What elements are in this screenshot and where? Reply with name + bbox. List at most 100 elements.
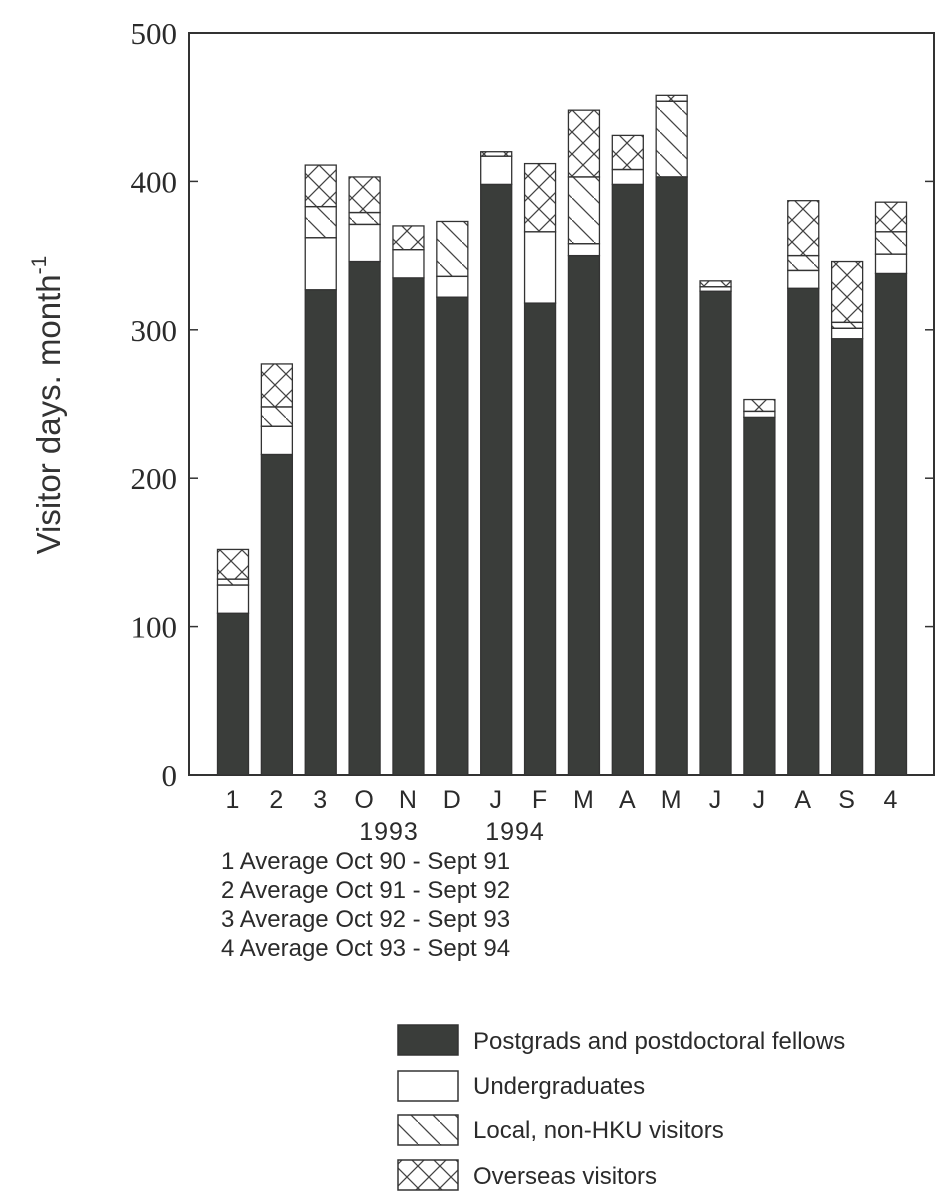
bar-segment-series-3 bbox=[216, 548, 250, 580]
note-1: 1 Average Oct 90 - Sept 91 bbox=[221, 848, 510, 875]
bar-segment-series-2 bbox=[216, 578, 250, 586]
bar-segment-series-3 bbox=[611, 134, 644, 171]
bar-segment-series-2 bbox=[655, 100, 688, 178]
bar-segment-series-3 bbox=[348, 176, 381, 214]
bar-segment-series-0 bbox=[874, 272, 908, 776]
legend-label-undergraduates: Undergraduates bbox=[473, 1073, 645, 1100]
bar-segment-series-2 bbox=[567, 176, 601, 245]
note-2: 2 Average Oct 91 - Sept 92 bbox=[221, 877, 510, 904]
y-axis-label: Visitor days. month-1 bbox=[28, 256, 67, 555]
note-3: 3 Average Oct 92 - Sept 93 bbox=[221, 906, 510, 933]
bar-segment-series-1 bbox=[743, 410, 776, 419]
y-tick-label: 400 bbox=[131, 164, 178, 199]
bar-segment-series-1 bbox=[787, 269, 820, 289]
x-tick-label: M bbox=[661, 786, 683, 814]
bar-segment-series-0 bbox=[304, 289, 337, 776]
bars bbox=[216, 94, 908, 776]
x-tick-label: M bbox=[573, 786, 595, 814]
bar-segment-series-0 bbox=[611, 183, 644, 776]
x-tick-label: J bbox=[753, 786, 767, 814]
bar-segment-series-0 bbox=[348, 260, 381, 776]
bar-segment-series-0 bbox=[216, 612, 250, 776]
bar-segment-series-3 bbox=[743, 398, 776, 413]
bar-segment-series-3 bbox=[567, 109, 601, 178]
bar-segment-series-1 bbox=[392, 249, 425, 279]
year-label-1994: 1994 bbox=[485, 818, 545, 846]
y-tick-label: 200 bbox=[131, 461, 178, 496]
bar-segment-series-3 bbox=[480, 151, 513, 157]
x-tick-label: J bbox=[489, 786, 503, 814]
bar-segment-series-2 bbox=[787, 254, 820, 272]
x-tick-label: D bbox=[443, 786, 462, 814]
note-4: 4 Average Oct 93 - Sept 94 bbox=[221, 935, 510, 962]
bar-segment-series-1 bbox=[216, 584, 250, 614]
y-tick-label: 100 bbox=[131, 610, 178, 645]
x-tick-label: J bbox=[709, 786, 723, 814]
bar-segment-series-3 bbox=[699, 280, 732, 288]
bar-segment-series-1 bbox=[567, 243, 601, 257]
bar-segment-series-0 bbox=[655, 176, 688, 776]
bar-segment-series-0 bbox=[830, 338, 864, 776]
bar-segment-series-0 bbox=[699, 290, 732, 776]
bar-segment-series-0 bbox=[567, 254, 601, 776]
bar-segment-series-2 bbox=[830, 321, 864, 329]
y-axis-label-superscript: -1 bbox=[28, 256, 51, 275]
bar-segment-series-3 bbox=[874, 201, 908, 233]
bar-segment-series-1 bbox=[304, 237, 337, 291]
bar-segment-series-0 bbox=[787, 287, 820, 776]
bar-segment-series-2 bbox=[348, 211, 381, 226]
y-tick-label: 500 bbox=[131, 16, 178, 51]
bar-segment-series-1 bbox=[480, 155, 513, 186]
x-tick-label: A bbox=[794, 786, 812, 814]
average-notes: 1 Average Oct 90 - Sept 91 2 Average Oct… bbox=[221, 848, 510, 962]
x-tick-label: A bbox=[619, 786, 637, 814]
bar-segment-series-3 bbox=[260, 363, 294, 408]
bar-segment-series-1 bbox=[699, 286, 732, 292]
bar-segment-series-2 bbox=[260, 406, 294, 427]
bar-segment-series-1 bbox=[611, 168, 644, 186]
year-label-1993: 1993 bbox=[359, 818, 419, 846]
plot-frame bbox=[188, 32, 935, 776]
x-tick-label: 2 bbox=[269, 786, 284, 814]
legend-swatch-postgrads bbox=[397, 1024, 459, 1056]
bar-segment-series-0 bbox=[480, 183, 513, 776]
legend-label-overseas-visitors: Overseas visitors bbox=[473, 1163, 657, 1190]
bar-segment-series-3 bbox=[830, 260, 864, 324]
bar-segment-series-1 bbox=[436, 275, 469, 298]
x-tick-label: S bbox=[838, 786, 856, 814]
y-axis-label-main: Visitor days. month bbox=[30, 274, 67, 554]
bar-segment-series-3 bbox=[523, 162, 557, 233]
bar-segment-series-0 bbox=[392, 277, 425, 776]
legend: Postgrads and postdoctoral fellows Under… bbox=[397, 1024, 845, 1191]
bar-segment-series-3 bbox=[304, 164, 337, 208]
bar-segment-series-1 bbox=[523, 231, 557, 304]
bar-segment-series-3 bbox=[787, 200, 820, 257]
y-ticks: 0 100 200 300 400 500 bbox=[131, 16, 934, 793]
legend-swatch-overseas-visitors bbox=[397, 1159, 459, 1191]
bar-segment-series-2 bbox=[304, 205, 337, 239]
bar-segment-series-0 bbox=[743, 416, 776, 776]
bar-segment-series-0 bbox=[523, 302, 557, 776]
bar-segment-series-3 bbox=[655, 94, 688, 102]
bar-segment-series-1 bbox=[874, 253, 908, 275]
x-tick-label: F bbox=[532, 786, 548, 814]
y-tick-label: 0 bbox=[162, 758, 178, 793]
bar-segment-series-2 bbox=[874, 231, 908, 255]
bar-segment-series-1 bbox=[348, 223, 381, 263]
x-tick-label: O bbox=[354, 786, 374, 814]
bar-segment-series-1 bbox=[830, 327, 864, 340]
legend-label-local-visitors: Local, non-HKU visitors bbox=[473, 1117, 724, 1144]
bar-segment-series-0 bbox=[436, 296, 469, 776]
y-tick-label: 300 bbox=[131, 313, 178, 348]
legend-label-postgrads: Postgrads and postdoctoral fellows bbox=[473, 1028, 845, 1055]
x-tick-label: 4 bbox=[884, 786, 899, 814]
x-tick-label: 3 bbox=[313, 786, 328, 814]
x-tick-label: 1 bbox=[226, 786, 241, 814]
bar-segment-series-0 bbox=[260, 453, 294, 776]
legend-swatch-local-visitors bbox=[397, 1114, 459, 1146]
bar-segment-series-3 bbox=[392, 225, 425, 251]
x-tick-label: N bbox=[399, 786, 418, 814]
bar-segment-series-1 bbox=[260, 425, 294, 456]
